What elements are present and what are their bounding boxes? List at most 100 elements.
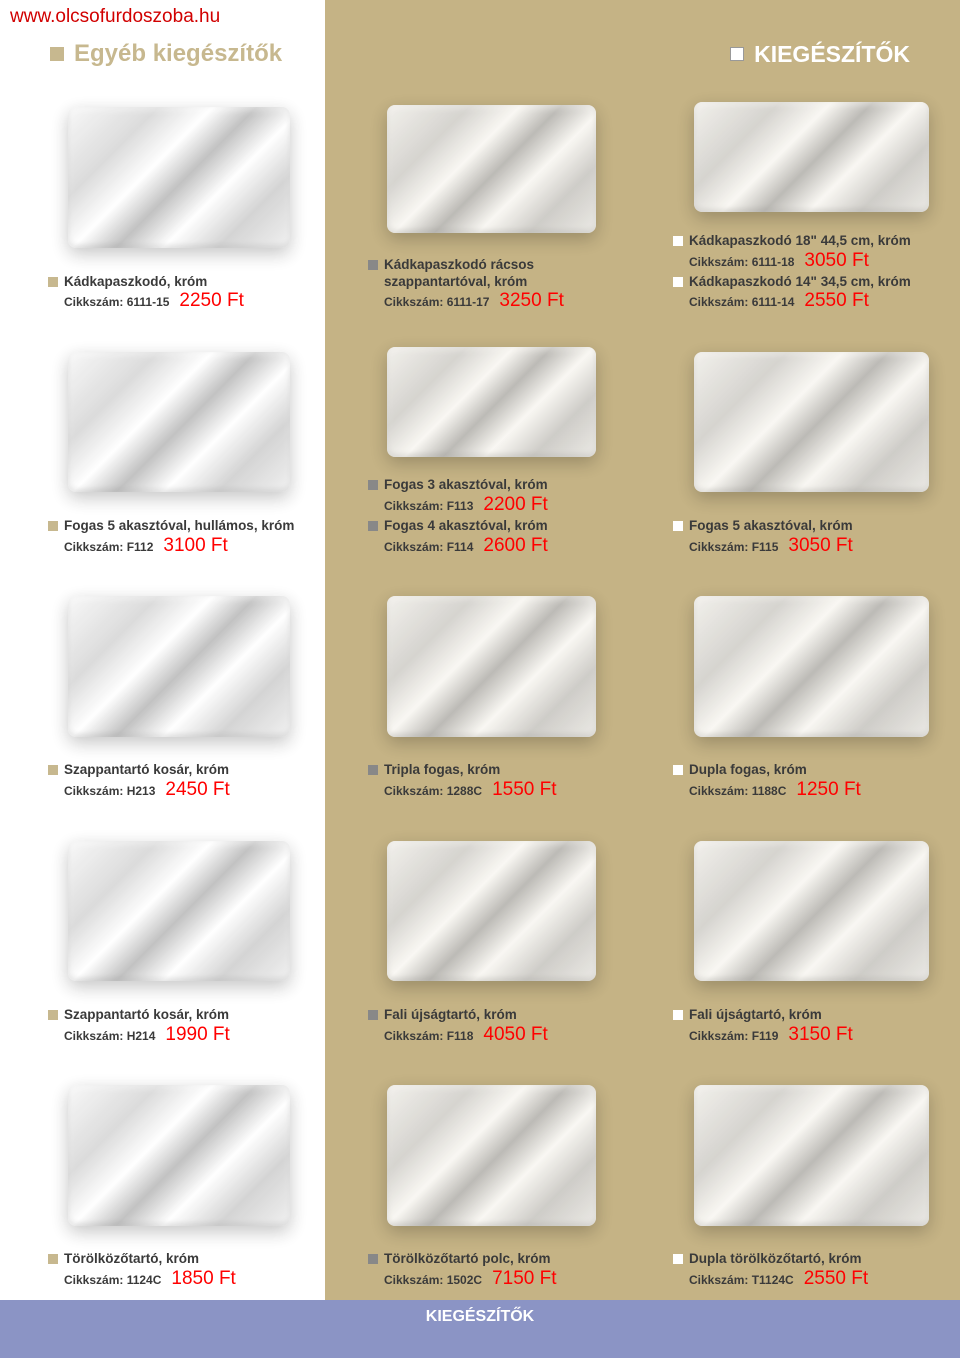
square-icon: [730, 47, 744, 61]
product-title-row: Dupla fogas, króm: [673, 762, 950, 779]
product-image-placeholder: [694, 352, 929, 493]
bullet-icon: [368, 1010, 378, 1020]
product-title: Fogas 5 akasztóval, króm: [689, 518, 853, 535]
product-title: Kádkapaszkodó 14" 34,5 cm, króm: [689, 274, 911, 291]
bullet-icon: [368, 1254, 378, 1264]
product-sku: Cikkszám: 1288C: [384, 784, 482, 798]
product-image-placeholder: [694, 841, 929, 982]
product-sku-row: Cikkszám: 6111-152250 Ft: [64, 290, 310, 312]
bullet-icon: [673, 765, 683, 775]
product-title-row: Fogas 5 akasztóval, hullámos, króm: [48, 518, 310, 535]
product-entry: Dupla fogas, krómCikkszám: 1188C1250 Ft: [673, 762, 950, 801]
product-image-area: [673, 328, 950, 516]
product-cell: Fali újságtartó, krómCikkszám: F1193150 …: [625, 811, 960, 1055]
product-price: 3250 Ft: [499, 290, 563, 312]
product-entry: Törölközőtartó polc, krómCikkszám: 1502C…: [368, 1251, 615, 1290]
product-sku-row: Cikkszám: F112 3100 Ft: [64, 535, 310, 557]
product-title: Szappantartó kosár, króm: [64, 762, 229, 779]
product-entry: Fali újságtartó, krómCikkszám: F1184050 …: [368, 1007, 615, 1046]
product-entry: Dupla törölközőtartó, króm Cikkszám: T112…: [673, 1251, 950, 1290]
product-sku: Cikkszám: H213: [64, 784, 155, 798]
product-image-placeholder: [68, 107, 291, 248]
bullet-icon: [48, 1010, 58, 1020]
product-grid: Kádkapaszkodó, krómCikkszám: 6111-152250…: [0, 78, 960, 1300]
product-price: 3100 Ft: [163, 535, 227, 557]
product-sku-row: Cikkszám: 6111-142550 Ft: [689, 290, 950, 312]
product-title-row: Szappantartó kosár, króm: [48, 1007, 310, 1024]
header-right-title: KIEGÉSZÍTŐK: [754, 41, 910, 68]
bullet-icon: [48, 277, 58, 287]
product-sku-row: Cikkszám: 1188C1250 Ft: [689, 779, 950, 801]
product-sku: Cikkszám: F114: [384, 540, 473, 554]
product-cell: Kádkapaszkodó 18" 44,5 cm, krómCikkszám:…: [625, 78, 960, 322]
bullet-icon: [368, 480, 378, 490]
product-sku: Cikkszám: F119: [689, 1029, 778, 1043]
product-entry: Kádkapaszkodó rácsos szappantartóval, kr…: [368, 257, 615, 313]
product-price: 1990 Ft: [165, 1024, 229, 1046]
product-description: Törölközőtartó, króm Cikkszám: 1124C 1850 …: [48, 1249, 310, 1292]
product-image-area: [48, 817, 310, 1005]
product-title-row: Dupla törölközőtartó, króm: [673, 1251, 950, 1268]
product-cell: Törölközőtartó, króm Cikkszám: 1124C 1850 …: [0, 1056, 320, 1300]
product-title-row: Fogas 3 akasztóval, króm: [368, 477, 615, 494]
product-sku-row: Cikkszám: F115 3050 Ft: [689, 535, 950, 557]
product-image-area: [368, 84, 615, 255]
bullet-icon: [673, 1010, 683, 1020]
product-sku-row: Cikkszám: H2141990 Ft: [64, 1024, 310, 1046]
page-header: Egyéb kiegészítők KIEGÉSZÍTŐK: [0, 40, 960, 68]
product-title: Dupla fogas, króm: [689, 762, 807, 779]
product-sku: Cikkszám: 1124C: [64, 1273, 161, 1287]
product-sku: Cikkszám: F112: [64, 540, 153, 554]
header-left: Egyéb kiegészítők: [50, 40, 282, 68]
product-title: Kádkapaszkodó 18" 44,5 cm, króm: [689, 233, 911, 250]
bullet-icon: [48, 1254, 58, 1264]
product-entry: Törölközőtartó, króm Cikkszám: 1124C 1850 …: [48, 1251, 310, 1290]
product-sku: Cikkszám: F115: [689, 540, 778, 554]
product-cell: Fogas 3 akasztóval, krómCikkszám: F11322…: [320, 322, 625, 566]
product-image-placeholder: [387, 105, 597, 233]
product-image-placeholder: [387, 347, 597, 457]
product-description: Fali újságtartó, krómCikkszám: F1184050 …: [368, 1005, 615, 1048]
product-title: Törölközőtartó, króm: [64, 1251, 199, 1268]
product-image-placeholder: [387, 1085, 597, 1226]
product-sku-row: Cikkszám: 1288C1550 Ft: [384, 779, 615, 801]
product-title-row: Fogas 4 akasztóval, króm: [368, 518, 615, 535]
product-title: Kádkapaszkodó rácsos szappantartóval, kr…: [384, 257, 615, 291]
product-image-placeholder: [68, 352, 291, 493]
product-price: 4050 Ft: [483, 1024, 547, 1046]
product-price: 1850 Ft: [171, 1268, 235, 1290]
product-sku: Cikkszám: 6111-14: [689, 295, 794, 309]
product-title: Fali újságtartó, króm: [384, 1007, 517, 1024]
product-price: 3050 Ft: [788, 535, 852, 557]
product-description: Fali újságtartó, krómCikkszám: F1193150 …: [673, 1005, 950, 1048]
product-title: Tripla fogas, króm: [384, 762, 500, 779]
bullet-icon: [48, 521, 58, 531]
header-left-title: Egyéb kiegészítők: [74, 40, 282, 68]
product-title-row: Kádkapaszkodó 18" 44,5 cm, króm: [673, 233, 950, 250]
product-cell: Dupla törölközőtartó, króm Cikkszám: T112…: [625, 1056, 960, 1300]
product-sku: Cikkszám: 6111-15: [64, 295, 169, 309]
product-image-placeholder: [387, 596, 597, 737]
product-sku-row: Cikkszám: 6111-173250 Ft: [384, 290, 615, 312]
product-cell: Törölközőtartó polc, krómCikkszám: 1502C…: [320, 1056, 625, 1300]
product-title-row: Törölközőtartó polc, króm: [368, 1251, 615, 1268]
product-image-area: [368, 1062, 615, 1250]
product-sku-row: Cikkszám: H213 2450 Ft: [64, 779, 310, 801]
product-cell: Fali újságtartó, krómCikkszám: F1184050 …: [320, 811, 625, 1055]
product-title-row: Kádkapaszkodó 14" 34,5 cm, króm: [673, 274, 950, 291]
product-title: Kádkapaszkodó, króm: [64, 274, 207, 291]
product-price: 2450 Ft: [165, 779, 229, 801]
product-sku: Cikkszám: 1188C: [689, 784, 786, 798]
product-entry: Fogas 3 akasztóval, krómCikkszám: F11322…: [368, 477, 615, 516]
product-title-row: Fogas 5 akasztóval, króm: [673, 518, 950, 535]
bullet-icon: [673, 1254, 683, 1264]
product-entry: Fogas 4 akasztóval, krómCikkszám: F11426…: [368, 518, 615, 557]
product-sku: Cikkszám: T1124C: [689, 1273, 794, 1287]
product-image-area: [48, 573, 310, 761]
product-sku-row: Cikkszám: 6111-183050 Ft: [689, 250, 950, 272]
product-description: Kádkapaszkodó rácsos szappantartóval, kr…: [368, 255, 615, 315]
product-title-row: Fali újságtartó, króm: [673, 1007, 950, 1024]
product-description: Szappantartó kosár, krómCikkszám: H21419…: [48, 1005, 310, 1048]
product-image-area: [48, 328, 310, 516]
product-entry: Kádkapaszkodó 14" 34,5 cm, krómCikkszám:…: [673, 274, 950, 313]
